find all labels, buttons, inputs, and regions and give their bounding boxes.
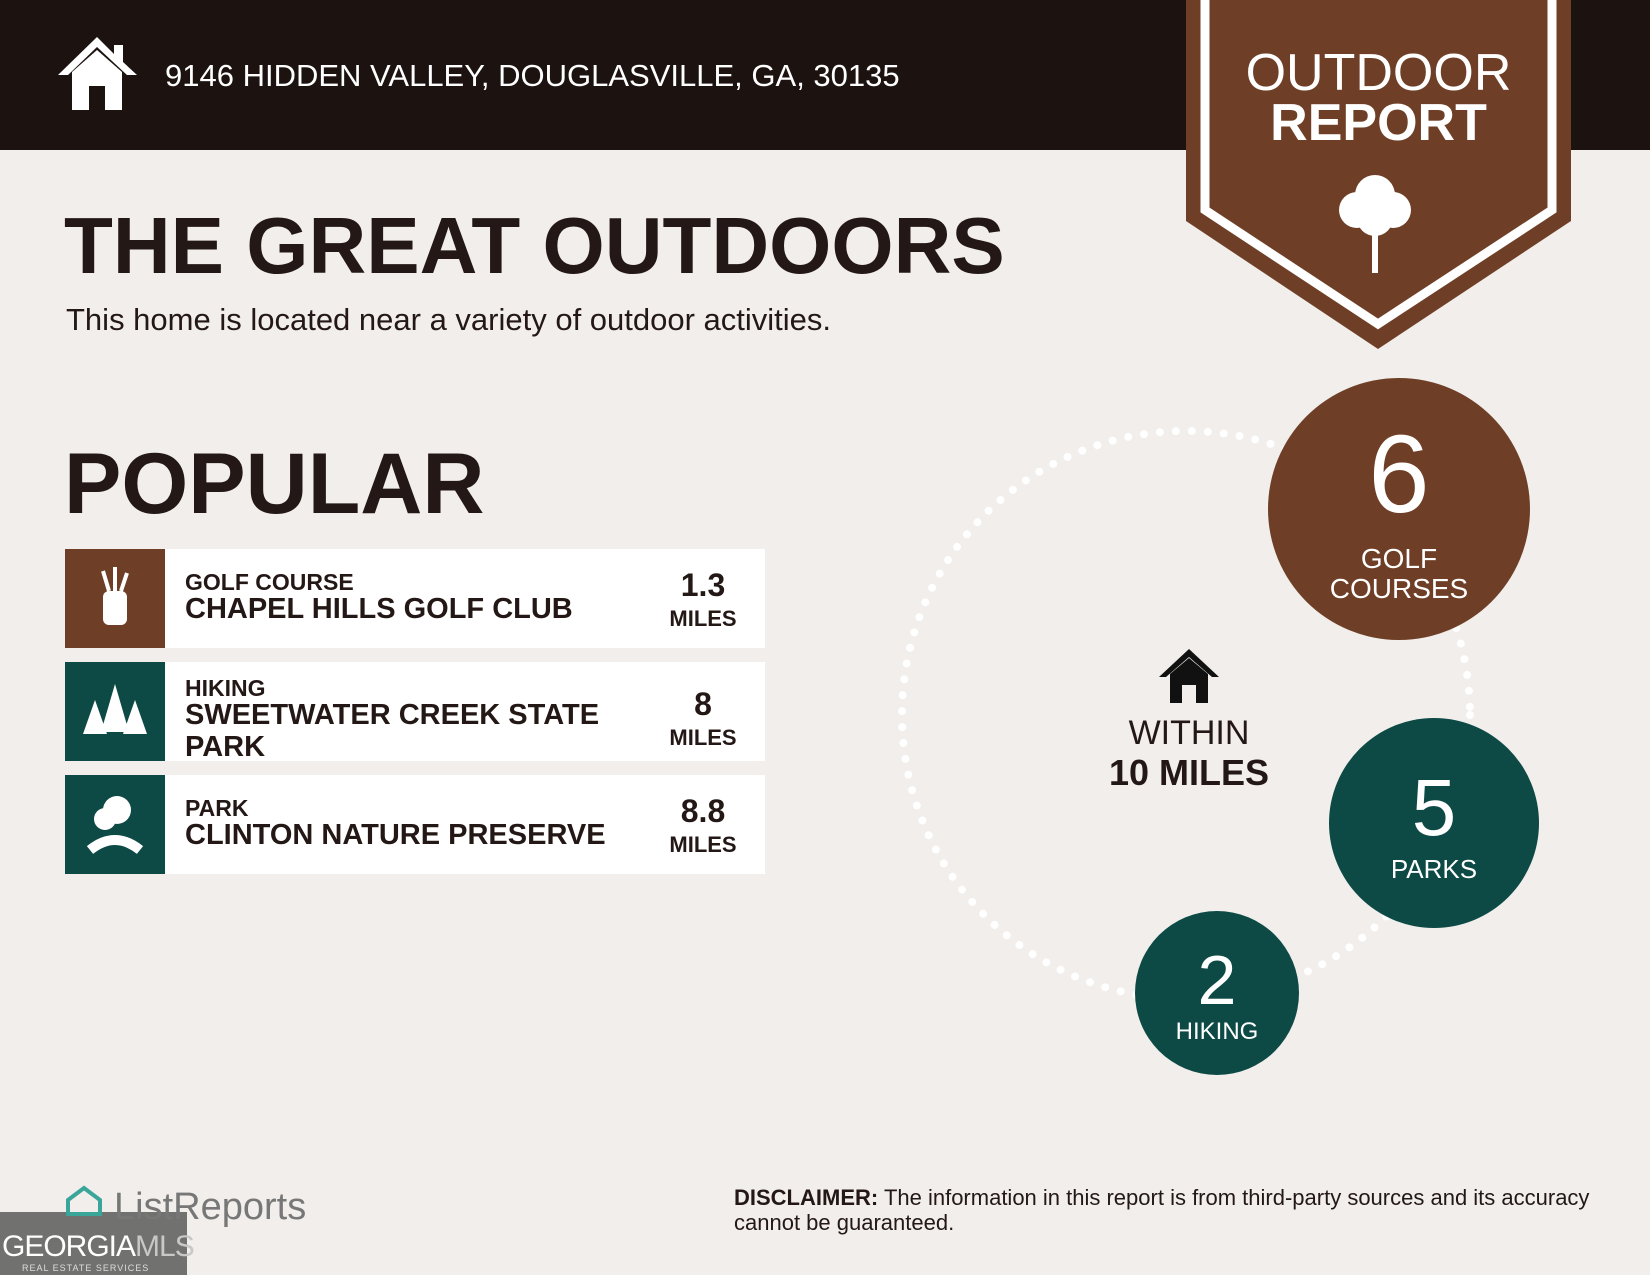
activity-row: GOLF COURSE CHAPEL HILLS GOLF CLUB 1.3 M…	[65, 549, 765, 648]
disclaimer-label: DISCLAIMER:	[734, 1185, 879, 1210]
count-value: 6	[1368, 413, 1430, 536]
subtitle: This home is located near a variety of o…	[66, 302, 832, 337]
golf-circle	[1268, 378, 1530, 640]
activity-distance: 8.8	[680, 793, 726, 829]
badge-outline	[1200, 0, 1557, 330]
count-label: PARKS	[1390, 854, 1478, 884]
activity-row: HIKING SWEETWATER CREEK STATE PARK 8 MIL…	[65, 662, 765, 763]
count-value: 2	[1197, 941, 1237, 1019]
activity-distance: 1.3	[680, 567, 726, 603]
activity-unit: MILES	[669, 606, 737, 631]
hiking-circle	[1135, 911, 1299, 1075]
count-label: GOLF	[1360, 543, 1438, 574]
title: THE GREAT OUTDOORS	[64, 201, 1005, 290]
hiking-icon	[65, 662, 165, 761]
home-icon	[58, 37, 137, 110]
disclaimer-text: The information in this report is from t…	[734, 1185, 1590, 1235]
mls-part2: MLS	[135, 1230, 195, 1263]
center-home-icon	[1159, 649, 1219, 703]
park-icon	[65, 775, 165, 874]
activity-unit: MILES	[669, 832, 737, 857]
mls-tagline: REAL ESTATE SERVICES	[22, 1263, 150, 1273]
activity-name: CLINTON NATURE PRESERVE	[185, 819, 606, 851]
count-value: 5	[1411, 763, 1457, 852]
within-label: WITHIN	[1128, 714, 1250, 752]
activity-unit: MILES	[669, 725, 737, 750]
badge-line1: OUTDOOR	[1245, 44, 1512, 102]
mls-logo: GEORGIAMLS	[2, 1230, 195, 1264]
address: 9146 HIDDEN VALLEY, DOUGLASVILLE, GA, 30…	[165, 58, 900, 93]
section-title: POPULAR	[64, 436, 485, 532]
listreports-logo-mark	[66, 1185, 102, 1216]
activity-distance: 8	[694, 686, 712, 722]
disclaimer: DISCLAIMER: The information in this repo…	[734, 1185, 1594, 1235]
within-distance: 10 MILES	[1108, 752, 1270, 793]
activity-name: SWEETWATER CREEK STATE PARK	[185, 699, 600, 763]
parks-circle	[1329, 718, 1539, 928]
mls-part1: GEORGIA	[2, 1230, 136, 1263]
count-label: COURSES	[1329, 573, 1469, 604]
golf-icon	[65, 549, 165, 648]
activity-row: PARK CLINTON NATURE PRESERVE 8.8 MILES	[65, 775, 765, 874]
activity-category: PARK	[185, 795, 249, 821]
badge-line2: REPORT	[1270, 94, 1487, 152]
brand: ListReports	[114, 1186, 307, 1228]
mls-box	[0, 1212, 187, 1275]
activity-category: HIKING	[185, 675, 266, 701]
activity-name: CHAPEL HILLS GOLF CLUB	[185, 593, 573, 625]
activity-category: GOLF COURSE	[185, 569, 354, 595]
count-label: HIKING	[1175, 1018, 1259, 1045]
tree-icon	[1339, 175, 1411, 273]
